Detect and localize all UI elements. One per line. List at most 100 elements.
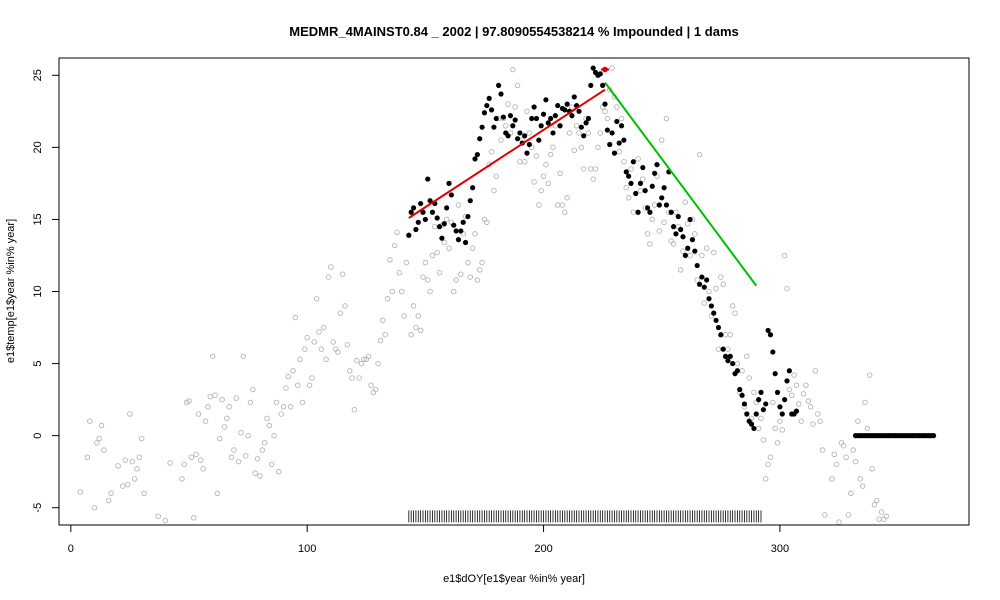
filled-point	[793, 408, 800, 414]
filled-point	[748, 421, 755, 427]
filled-point	[673, 231, 679, 237]
open-point	[810, 421, 816, 427]
open-point	[417, 327, 424, 334]
open-point	[502, 122, 509, 129]
open-point	[559, 202, 566, 208]
open-point	[876, 516, 882, 522]
open-point	[554, 202, 561, 208]
open-point	[680, 248, 686, 254]
open-point	[774, 440, 781, 446]
open-point	[120, 483, 126, 489]
open-point	[788, 392, 795, 399]
filled-point	[427, 198, 433, 204]
open-point	[299, 399, 306, 406]
open-point	[491, 187, 497, 194]
filled-point	[564, 101, 570, 107]
open-point	[410, 303, 417, 309]
filled-point	[597, 71, 603, 77]
open-point	[84, 454, 91, 461]
open-point	[221, 424, 228, 430]
open-point	[848, 490, 854, 497]
open-point	[209, 353, 216, 360]
filled-point	[446, 180, 452, 186]
open-point	[429, 252, 436, 259]
open-point	[193, 451, 199, 458]
open-point	[389, 288, 396, 295]
open-point	[843, 454, 849, 461]
rising-line	[408, 88, 606, 219]
open-point	[857, 476, 864, 482]
open-point	[862, 399, 868, 406]
filled-point	[474, 151, 480, 158]
points-layer	[77, 65, 937, 525]
filled-point	[439, 235, 445, 241]
open-point	[271, 432, 277, 439]
open-point	[746, 375, 752, 381]
open-point	[330, 339, 336, 345]
open-point	[306, 382, 313, 388]
open-point	[715, 346, 722, 352]
filled-point	[734, 368, 740, 374]
filled-point	[777, 404, 783, 410]
open-point	[869, 466, 875, 472]
filled-point	[510, 123, 516, 129]
filled-point	[470, 185, 476, 191]
open-point	[441, 239, 448, 246]
open-point	[214, 490, 221, 497]
filled-point	[649, 183, 655, 189]
filled-point	[704, 277, 710, 283]
filled-point	[623, 169, 629, 175]
open-point	[696, 151, 703, 158]
open-point	[313, 295, 320, 302]
open-point	[703, 245, 710, 252]
open-point	[427, 288, 433, 295]
open-point	[722, 331, 729, 338]
open-point	[630, 209, 637, 215]
filled-point	[588, 82, 594, 88]
open-point	[472, 231, 478, 237]
filled-point	[713, 317, 719, 323]
chart-title: MEDMR_4MAINST0.84 _ 2002 | 97.8090554538…	[289, 24, 738, 39]
filled-point	[642, 188, 648, 194]
open-point	[415, 313, 422, 319]
open-point	[562, 209, 568, 215]
filled-point	[739, 392, 745, 398]
filled-point	[607, 141, 613, 148]
filled-point	[550, 130, 556, 136]
filled-point	[727, 353, 733, 359]
open-point	[883, 513, 890, 520]
open-point	[311, 339, 318, 345]
open-point	[625, 195, 632, 201]
y-tick-label: 20	[32, 141, 44, 153]
open-point	[325, 274, 332, 280]
filled-point	[460, 219, 466, 225]
open-point	[866, 372, 873, 378]
open-point	[585, 130, 592, 136]
open-point	[302, 346, 308, 352]
filled-point	[498, 91, 504, 97]
open-point	[202, 418, 209, 424]
filled-point	[678, 226, 684, 233]
filled-point	[930, 433, 937, 439]
open-point	[543, 161, 549, 168]
open-point	[663, 115, 670, 122]
y-axis: -5 0 5 10 15 20 25	[32, 69, 60, 513]
filled-point	[772, 371, 778, 377]
open-point	[127, 411, 133, 417]
open-point	[469, 245, 476, 252]
open-point	[250, 386, 256, 393]
open-point	[739, 368, 745, 374]
open-point	[231, 447, 237, 453]
filled-point	[604, 127, 610, 133]
x-tick-label: 300	[771, 543, 789, 555]
filled-point	[644, 205, 651, 211]
y-axis-label: e1$temp[e1$year %in% year]	[5, 219, 17, 363]
open-point	[283, 385, 289, 391]
filled-point	[635, 209, 641, 215]
open-point	[233, 395, 240, 401]
filled-point	[578, 124, 584, 130]
filled-point	[694, 262, 700, 269]
filled-point	[602, 101, 608, 107]
open-point	[384, 295, 391, 302]
open-point	[682, 199, 689, 205]
